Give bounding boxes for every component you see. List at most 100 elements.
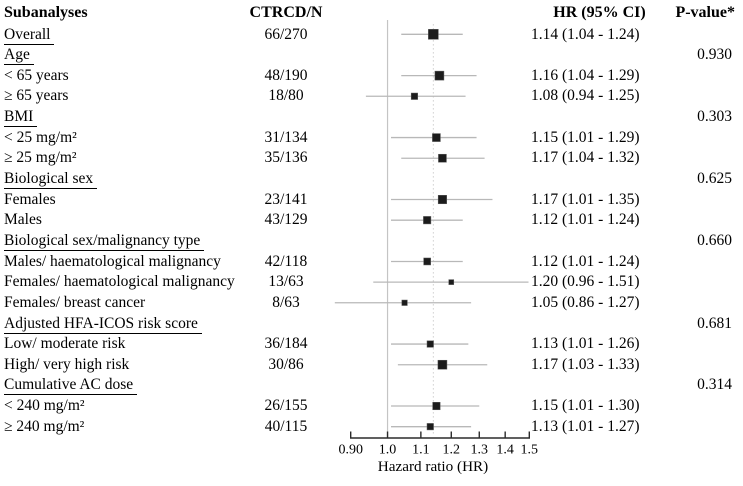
column-header-hr-ci: HR (95% CI) bbox=[553, 4, 646, 21]
row-label: < 65 years bbox=[4, 66, 69, 84]
row-hr-text: 1.12 (1.01 - 1.24) bbox=[531, 252, 640, 270]
table-row-group-biological-sex: Biological sex 0.625 bbox=[0, 168, 743, 190]
group-label: Biological sex/malignancy type bbox=[4, 231, 205, 251]
row-hr-text: 1.17 (1.03 - 1.33) bbox=[531, 355, 640, 373]
hr-marker bbox=[401, 299, 408, 306]
x-axis-tick-label: 1.0 bbox=[379, 443, 397, 458]
x-axis-tick-label: 1.2 bbox=[443, 443, 461, 458]
x-axis-title: Hazard ratio (HR) bbox=[378, 458, 488, 475]
table-row-group-hfa-icos: Adjusted HFA-ICOS risk score 0.681 bbox=[0, 313, 743, 334]
row-hr-text: 1.17 (1.04 - 1.32) bbox=[531, 149, 640, 167]
row-pvalue: 0.625 bbox=[697, 170, 732, 188]
table-row: Females/ breast cancer 8/63 1.05 (0.86 -… bbox=[0, 292, 743, 313]
column-header-row: Subanalyses CTRCD/N HR (95% CI) P-value* bbox=[0, 2, 743, 24]
table-row: ≥ 65 years 18/80 1.08 (0.94 - 1.25) bbox=[0, 86, 743, 107]
x-axis-tick-label: 1.3 bbox=[471, 443, 489, 458]
row-pvalue: 0.681 bbox=[697, 314, 732, 332]
x-axis-tick-label: 1.5 bbox=[521, 443, 539, 458]
table-row-group-age: Age 0.930 bbox=[0, 45, 743, 66]
row-hr-text: 1.15 (1.01 - 1.29) bbox=[531, 128, 640, 146]
row-ctrcd-value: 36/184 bbox=[264, 335, 308, 353]
row-ctrcd-value: 66/270 bbox=[264, 25, 308, 43]
hr-marker bbox=[423, 257, 431, 266]
row-pvalue: 0.303 bbox=[697, 108, 732, 126]
row-ctrcd-value: 40/115 bbox=[264, 417, 308, 435]
x-axis-tick-label: 1.1 bbox=[412, 443, 430, 458]
table-row-overall: Overall 66/270 1.14 (1.04 - 1.24) bbox=[0, 24, 743, 45]
group-label: Biological sex bbox=[4, 170, 98, 190]
group-label: BMI bbox=[4, 108, 38, 128]
row-hr-text: 1.13 (1.01 - 1.27) bbox=[531, 417, 640, 435]
hr-marker bbox=[428, 29, 439, 40]
hr-marker bbox=[448, 279, 455, 285]
row-label: < 240 mg/m² bbox=[4, 397, 85, 415]
row-ctrcd-value: 30/86 bbox=[268, 355, 304, 373]
row-hr-text: 1.08 (0.94 - 1.25) bbox=[531, 87, 640, 105]
subanalyses-table: Overall 66/270 1.14 (1.04 - 1.24) Age 0.… bbox=[0, 24, 743, 437]
row-pvalue: 0.660 bbox=[697, 231, 732, 249]
x-axis-tick-label: 1.4 bbox=[496, 443, 514, 458]
table-row-group-sex-malignancy: Biological sex/malignancy type 0.660 bbox=[0, 230, 743, 251]
table-row: < 240 mg/m² 26/155 1.15 (1.01 - 1.30) bbox=[0, 396, 743, 417]
row-ctrcd-value: 35/136 bbox=[264, 149, 308, 167]
column-header-pvalue: P-value* bbox=[675, 4, 735, 21]
table-row: < 65 years 48/190 1.16 (1.04 - 1.29) bbox=[0, 65, 743, 86]
row-label: ≥ 25 mg/m² bbox=[4, 149, 77, 167]
row-ctrcd-value: 26/155 bbox=[264, 397, 308, 415]
row-pvalue: 0.930 bbox=[697, 46, 732, 64]
hr-marker bbox=[426, 340, 434, 348]
row-ctrcd-value: 31/134 bbox=[264, 128, 308, 146]
row-label: < 25 mg/m² bbox=[4, 128, 77, 146]
row-label: ≥ 65 years bbox=[4, 87, 69, 105]
hr-marker bbox=[437, 195, 447, 205]
row-label: Males bbox=[4, 211, 42, 229]
group-label: Cumulative AC dose bbox=[4, 376, 138, 396]
table-row: Females 23/141 1.17 (1.01 - 1.35) bbox=[0, 189, 743, 210]
group-label: Age bbox=[4, 46, 34, 66]
row-pvalue: 0.314 bbox=[697, 376, 732, 394]
hr-marker bbox=[410, 92, 418, 100]
column-header-ctrcd-n: CTRCD/N bbox=[249, 4, 323, 21]
hr-marker bbox=[437, 359, 448, 370]
row-ctrcd-value: 18/80 bbox=[268, 87, 304, 105]
row-label: Males/ haematological malignancy bbox=[4, 252, 221, 270]
hr-marker bbox=[438, 153, 447, 163]
row-hr-text: 1.13 (1.01 - 1.26) bbox=[531, 335, 640, 353]
row-label: Overall bbox=[4, 25, 55, 45]
row-ctrcd-value: 23/141 bbox=[264, 190, 308, 208]
row-ctrcd-value: 8/63 bbox=[272, 293, 300, 311]
row-hr-text: 1.16 (1.04 - 1.29) bbox=[531, 66, 640, 84]
row-hr-text: 1.15 (1.01 - 1.30) bbox=[531, 397, 640, 415]
table-row: < 25 mg/m² 31/134 1.15 (1.01 - 1.29) bbox=[0, 127, 743, 148]
hr-marker bbox=[432, 402, 441, 411]
row-ctrcd-value: 42/118 bbox=[264, 252, 308, 270]
row-ctrcd-value: 43/129 bbox=[264, 211, 308, 229]
row-ctrcd-value: 48/190 bbox=[264, 66, 308, 84]
column-header-subanalyses: Subanalyses bbox=[4, 4, 88, 21]
row-ctrcd-value: 13/63 bbox=[268, 273, 304, 291]
row-hr-text: 1.20 (0.96 - 1.51) bbox=[531, 273, 640, 291]
hr-marker bbox=[434, 70, 445, 81]
row-label: Low/ moderate risk bbox=[4, 335, 126, 353]
row-hr-text: 1.12 (1.01 - 1.24) bbox=[531, 211, 640, 229]
group-label: Adjusted HFA-ICOS risk score bbox=[4, 314, 202, 334]
table-row-group-bmi: BMI 0.303 bbox=[0, 107, 743, 128]
table-row: ≥ 240 mg/m² 40/115 1.13 (1.01 - 1.27) bbox=[0, 416, 743, 437]
row-hr-text: 1.17 (1.01 - 1.35) bbox=[531, 190, 640, 208]
table-row: Males 43/129 1.12 (1.01 - 1.24) bbox=[0, 210, 743, 231]
table-row: ≥ 25 mg/m² 35/136 1.17 (1.04 - 1.32) bbox=[0, 148, 743, 169]
row-label: High/ very high risk bbox=[4, 355, 130, 373]
row-label: Females/ breast cancer bbox=[4, 293, 146, 311]
table-row: Males/ haematological malignancy 42/118 … bbox=[0, 251, 743, 272]
hr-marker bbox=[426, 423, 434, 431]
hr-marker bbox=[432, 133, 441, 142]
table-row: Low/ moderate risk 36/184 1.13 (1.01 - 1… bbox=[0, 334, 743, 355]
row-label: ≥ 240 mg/m² bbox=[4, 417, 85, 435]
table-row: Females/ haematological malignancy 13/63… bbox=[0, 272, 743, 293]
table-row: High/ very high risk 30/86 1.17 (1.03 - … bbox=[0, 354, 743, 375]
hr-marker bbox=[423, 216, 432, 225]
row-hr-text: 1.05 (0.86 - 1.27) bbox=[531, 293, 640, 311]
row-label: Females/ haematological malignancy bbox=[4, 273, 235, 291]
